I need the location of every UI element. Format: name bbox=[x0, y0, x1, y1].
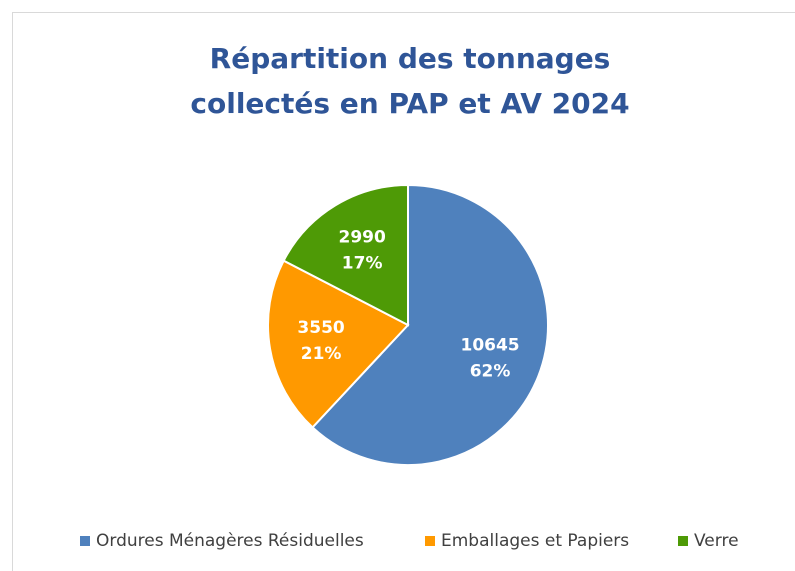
chart-title: collectés en PAP et AV 2024 bbox=[190, 87, 629, 120]
pie-slice bbox=[282, 183, 409, 327]
pie-slice bbox=[311, 183, 549, 466]
data-label: 2990 bbox=[338, 228, 385, 248]
legend-label: Verre bbox=[694, 531, 739, 551]
legend-label: Emballages et Papiers bbox=[441, 531, 629, 551]
pie-slice bbox=[267, 259, 410, 429]
legend-marker bbox=[80, 536, 90, 546]
legend-marker bbox=[425, 536, 435, 546]
data-label: 21% bbox=[301, 344, 342, 364]
data-label: 62% bbox=[470, 361, 511, 381]
chart-title: Répartition des tonnages bbox=[210, 42, 611, 75]
legend-label: Ordures Ménagères Résiduelles bbox=[96, 531, 364, 551]
data-label: 10645 bbox=[460, 335, 519, 355]
data-label: 3550 bbox=[297, 318, 344, 338]
legend-marker bbox=[678, 536, 688, 546]
data-label: 17% bbox=[342, 254, 383, 274]
